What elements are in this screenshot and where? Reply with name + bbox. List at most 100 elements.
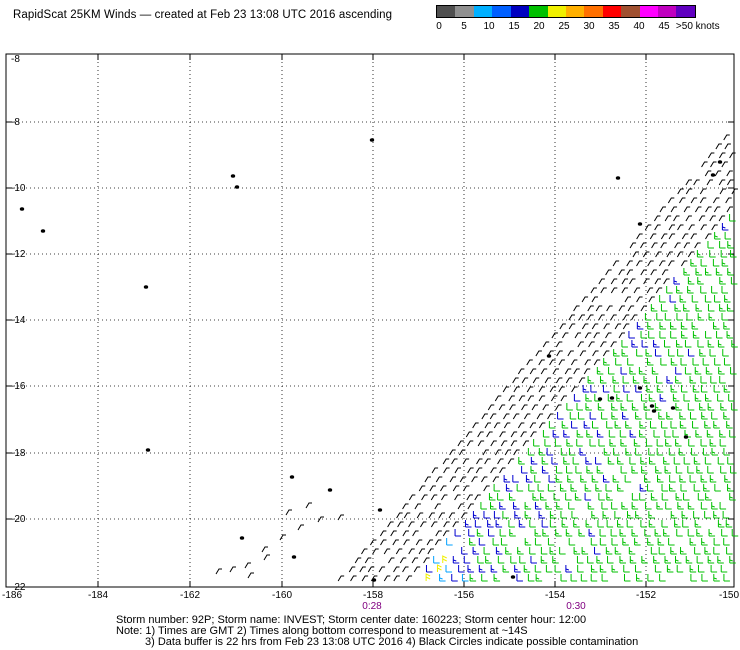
wind-barb: [685, 215, 692, 222]
wind-barb: [650, 304, 658, 312]
wind-barb: [730, 277, 738, 285]
wind-barb: [534, 475, 541, 483]
wind-barb: [659, 331, 666, 339]
contamination-dot: [327, 488, 333, 492]
wind-barb: [524, 502, 532, 510]
wind-barb: [502, 565, 510, 573]
wind-barb: [463, 556, 471, 564]
wind-barb: [712, 197, 720, 204]
wind-barb: [413, 566, 421, 573]
wind-barb: [697, 340, 704, 348]
wind-barb: [711, 448, 718, 456]
wind-barb: [713, 574, 720, 582]
wind-barb: [674, 242, 681, 249]
wind-barb: [629, 556, 637, 564]
wind-barb: [530, 556, 537, 564]
wind-barb: [581, 547, 589, 555]
contamination-dot: [371, 578, 377, 582]
wind-barb: [645, 502, 652, 510]
wind-barb: [621, 502, 628, 510]
wind-barb: [663, 278, 670, 285]
wind-barb: [486, 431, 493, 438]
wind-barb: [472, 547, 480, 555]
wind-barb: [388, 557, 395, 564]
contamination-dot: [637, 386, 643, 390]
wind-barb: [631, 314, 638, 321]
wind-barb: [552, 556, 559, 564]
wind-barb: [403, 539, 410, 546]
wind-barb: [493, 422, 501, 429]
wind-barb: [613, 448, 620, 456]
wind-barb: [548, 475, 556, 483]
wind-barb: [632, 376, 640, 384]
wind-barb: [561, 520, 569, 528]
wind-barb: [635, 385, 642, 393]
wind-barb: [680, 547, 687, 555]
wind-barb: [705, 493, 712, 501]
wind-barb: [640, 520, 647, 528]
wind-barb: [361, 575, 369, 582]
wind-barb: [431, 467, 439, 474]
wind-barb: [714, 295, 721, 303]
wind-barb: [535, 574, 543, 582]
wind-barb: [721, 223, 729, 231]
wind-barb: [538, 511, 546, 519]
wind-barb: [596, 367, 604, 375]
wind-barb: [648, 520, 656, 528]
wind-barb: [591, 323, 599, 330]
wind-barb: [279, 534, 286, 541]
footer-note-1: Note: 1) Times are GMT 2) Times along bo…: [116, 625, 528, 637]
wind-barb: [426, 539, 434, 546]
wind-barb: [647, 484, 654, 492]
wind-barb: [723, 385, 731, 393]
wind-barb: [396, 512, 403, 519]
wind-barb: [568, 314, 575, 321]
wind-barb: [468, 529, 475, 537]
wind-barb: [551, 457, 558, 465]
wind-barb: [668, 233, 676, 240]
wind-barb: [442, 555, 447, 563]
wind-barb: [535, 350, 542, 357]
wind-barb: [608, 430, 616, 438]
wind-barb: [659, 322, 666, 330]
wind-barb: [418, 548, 426, 555]
wind-barb: [640, 305, 647, 312]
wind-barb: [523, 413, 531, 420]
wind-barb: [626, 511, 634, 519]
wind-barb: [648, 457, 656, 465]
wind-barb: [545, 502, 552, 510]
wind-barb: [423, 557, 430, 564]
wind-barb: [418, 485, 426, 492]
wind-barb: [594, 394, 601, 402]
wind-barb: [595, 305, 603, 312]
wind-barb: [350, 575, 357, 582]
wind-barb: [700, 376, 707, 384]
wind-barb: [717, 520, 725, 528]
wind-barb: [687, 403, 695, 411]
wind-barb: [561, 421, 569, 429]
wind-barb: [558, 386, 565, 393]
wind-barb: [512, 475, 519, 483]
wind-barb: [530, 431, 537, 438]
wind-barb: [639, 493, 646, 501]
wind-barb: [481, 574, 488, 582]
wind-barb: [602, 385, 610, 393]
legend-swatch: [437, 6, 456, 17]
wind-barb: [716, 331, 723, 339]
wind-barb: [661, 269, 669, 276]
wind-barb: [555, 466, 563, 474]
wind-barb: [493, 484, 501, 492]
wind-barb: [513, 386, 520, 393]
wind-barb: [605, 332, 612, 339]
wind-barb: [691, 295, 699, 303]
wind-barb: [395, 548, 403, 555]
wind-barb: [709, 475, 717, 483]
wind-barb: [659, 295, 666, 303]
wind-barb: [700, 286, 707, 294]
wind-barb: [656, 376, 663, 384]
wind-barb: [538, 386, 546, 393]
wind-barb: [529, 520, 536, 528]
wind-barb: [484, 422, 492, 429]
wind-barb: [497, 458, 504, 465]
contamination-dot: [651, 409, 657, 413]
